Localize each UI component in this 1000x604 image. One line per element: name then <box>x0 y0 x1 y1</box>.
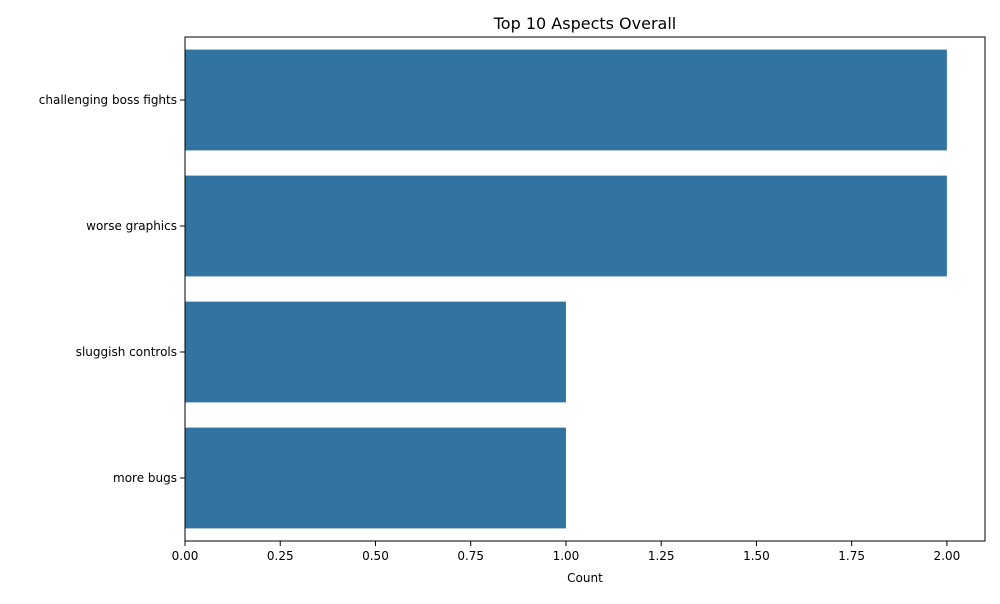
bar <box>185 301 566 403</box>
axes-layer: challenging boss fights worse graphics slu… <box>39 36 986 563</box>
x-axis-label: Count <box>567 571 603 585</box>
x-tick-label: 0.25 <box>267 549 294 563</box>
bar <box>185 49 947 151</box>
x-tick-label: 1.25 <box>648 549 675 563</box>
chart-title: Top 10 Aspects Overall <box>493 14 676 33</box>
x-tick-label: 1.00 <box>553 549 580 563</box>
x-tick-label: 1.50 <box>743 549 770 563</box>
x-tick-label: 0.50 <box>362 549 389 563</box>
bar <box>185 175 947 277</box>
y-tick-label: worse graphics <box>86 219 177 233</box>
bars-layer <box>185 49 947 529</box>
y-tick-label: more bugs <box>113 471 177 485</box>
bar <box>185 427 566 529</box>
y-tick-label: sluggish controls <box>76 345 177 359</box>
x-tick-label: 2.00 <box>934 549 961 563</box>
x-tick-label: 1.75 <box>838 549 865 563</box>
x-tick-label: 0.75 <box>457 549 484 563</box>
plot-frame <box>184 36 986 542</box>
y-tick-label: challenging boss fights <box>39 93 177 107</box>
x-tick-label: 0.00 <box>172 549 199 563</box>
